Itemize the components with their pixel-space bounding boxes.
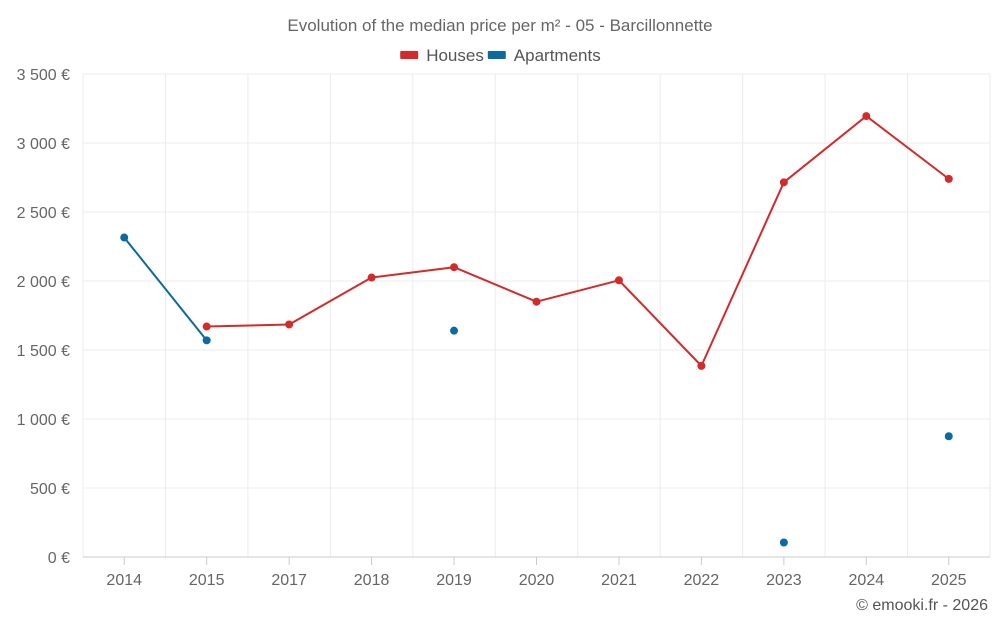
y-tick-label: 3 500 € — [17, 67, 70, 84]
data-point-houses[interactable] — [862, 112, 871, 121]
credit-text: © emooki.fr - 2026 — [856, 597, 988, 614]
legend-item-apartments[interactable]: Apartments — [487, 46, 601, 65]
series — [120, 112, 953, 547]
x-tick-label: 2018 — [354, 572, 390, 589]
data-point-houses[interactable] — [697, 361, 706, 370]
y-tick-label: 3 000 € — [17, 136, 70, 153]
y-tick-label: 2 500 € — [17, 205, 70, 222]
series-line-houses — [205, 115, 950, 367]
x-tick-label: 2017 — [271, 572, 307, 589]
x-tick-label: 2025 — [931, 572, 967, 589]
x-tick-label: 2014 — [106, 572, 142, 589]
series-apartments — [120, 233, 953, 547]
y-tick-label: 500 € — [30, 481, 70, 498]
data-point-houses[interactable] — [779, 178, 788, 187]
legend-swatch — [487, 51, 506, 59]
series-line-apartments — [123, 236, 208, 342]
legend-item-houses[interactable]: Houses — [400, 46, 484, 65]
data-point-houses[interactable] — [367, 273, 376, 282]
data-point-houses[interactable] — [450, 263, 459, 272]
data-point-houses[interactable] — [944, 174, 953, 183]
x-tick-label: 2015 — [189, 572, 225, 589]
x-tick-label: 2022 — [684, 572, 720, 589]
data-point-houses[interactable] — [202, 322, 211, 331]
legend[interactable]: Houses Apartments — [400, 46, 601, 65]
data-point-apartments[interactable] — [944, 432, 953, 441]
data-point-houses[interactable] — [285, 320, 294, 329]
data-point-apartments[interactable] — [202, 336, 211, 345]
data-point-houses[interactable] — [614, 276, 623, 285]
legend-label: Houses — [426, 46, 484, 65]
x-tick-label: 2024 — [849, 572, 885, 589]
data-point-apartments[interactable] — [120, 233, 129, 242]
y-tick-label: 0 € — [48, 550, 70, 567]
x-tick-label: 2019 — [436, 572, 472, 589]
legend-swatch — [400, 51, 419, 59]
y-tick-label: 1 000 € — [17, 412, 70, 429]
data-point-apartments[interactable] — [779, 538, 788, 547]
axes: 0 € 500 € 1 000 € 1 500 € 2 000 € 2 500 € 3 00… — [17, 67, 990, 589]
legend-label: Apartments — [514, 46, 601, 65]
chart-title: Evolution of the median price per m² - 0… — [287, 16, 712, 35]
grid — [82, 73, 991, 557]
y-tick-label: 2 000 € — [17, 274, 70, 291]
x-tick-label: 2023 — [766, 572, 802, 589]
x-tick-label: 2021 — [601, 572, 637, 589]
x-tick-label: 2020 — [519, 572, 555, 589]
series-houses — [202, 112, 953, 370]
data-point-apartments[interactable] — [450, 326, 459, 335]
data-point-houses[interactable] — [532, 297, 541, 306]
y-tick-label: 1 500 € — [17, 343, 70, 360]
